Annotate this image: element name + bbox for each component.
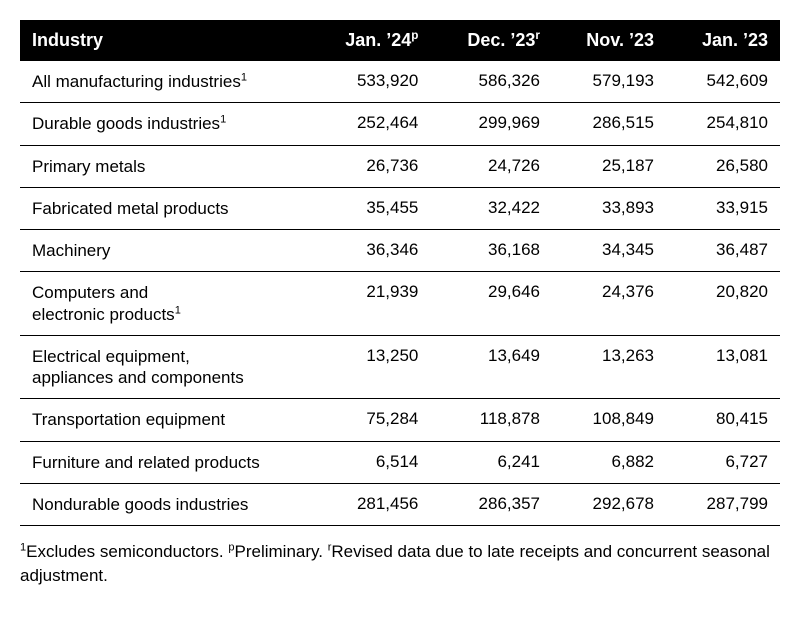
cell-value: 13,263 xyxy=(552,335,666,399)
cell-value: 13,649 xyxy=(430,335,552,399)
table-row: Primary metals26,73624,72625,18726,580 xyxy=(20,145,780,187)
col-header: Jan. ’23 xyxy=(666,20,780,61)
footnote: 1Excludes semiconductors. pPreliminary. … xyxy=(20,540,780,588)
cell-value: 6,727 xyxy=(666,441,780,483)
row-label: All manufacturing industries1 xyxy=(20,61,309,103)
table-row: Nondurable goods industries281,456286,35… xyxy=(20,483,780,525)
cell-value: 36,346 xyxy=(309,230,431,272)
cell-value: 286,357 xyxy=(430,483,552,525)
row-label: Durable goods industries1 xyxy=(20,103,309,145)
manufacturing-industries-table: IndustryJan. ’24pDec. ’23rNov. ’23Jan. ’… xyxy=(20,20,780,526)
cell-value: 13,250 xyxy=(309,335,431,399)
row-label: Machinery xyxy=(20,230,309,272)
cell-value: 6,241 xyxy=(430,441,552,483)
cell-value: 35,455 xyxy=(309,187,431,229)
row-label: Transportation equipment xyxy=(20,399,309,441)
cell-value: 26,736 xyxy=(309,145,431,187)
table-row: Transportation equipment75,284118,878108… xyxy=(20,399,780,441)
row-label: Nondurable goods industries xyxy=(20,483,309,525)
cell-value: 6,514 xyxy=(309,441,431,483)
cell-value: 75,284 xyxy=(309,399,431,441)
cell-value: 36,168 xyxy=(430,230,552,272)
table-row: Machinery36,34636,16834,34536,487 xyxy=(20,230,780,272)
cell-value: 287,799 xyxy=(666,483,780,525)
cell-value: 24,726 xyxy=(430,145,552,187)
col-header: Dec. ’23r xyxy=(430,20,552,61)
cell-value: 533,920 xyxy=(309,61,431,103)
table-row: Electrical equipment,appliances and comp… xyxy=(20,335,780,399)
row-label: Primary metals xyxy=(20,145,309,187)
row-label: Electrical equipment,appliances and comp… xyxy=(20,335,309,399)
cell-value: 13,081 xyxy=(666,335,780,399)
row-label: Computers andelectronic products1 xyxy=(20,272,309,336)
col-header: Jan. ’24p xyxy=(309,20,431,61)
cell-value: 6,882 xyxy=(552,441,666,483)
cell-value: 118,878 xyxy=(430,399,552,441)
cell-value: 25,187 xyxy=(552,145,666,187)
cell-value: 108,849 xyxy=(552,399,666,441)
cell-value: 254,810 xyxy=(666,103,780,145)
cell-value: 299,969 xyxy=(430,103,552,145)
cell-value: 286,515 xyxy=(552,103,666,145)
table-row: All manufacturing industries1533,920586,… xyxy=(20,61,780,103)
cell-value: 20,820 xyxy=(666,272,780,336)
row-label: Fabricated metal products xyxy=(20,187,309,229)
cell-value: 32,422 xyxy=(430,187,552,229)
table-header: IndustryJan. ’24pDec. ’23rNov. ’23Jan. ’… xyxy=(20,20,780,61)
cell-value: 29,646 xyxy=(430,272,552,336)
cell-value: 281,456 xyxy=(309,483,431,525)
table-body: All manufacturing industries1533,920586,… xyxy=(20,61,780,526)
table-row: Fabricated metal products35,45532,42233,… xyxy=(20,187,780,229)
cell-value: 542,609 xyxy=(666,61,780,103)
cell-value: 34,345 xyxy=(552,230,666,272)
col-header: Nov. ’23 xyxy=(552,20,666,61)
cell-value: 579,193 xyxy=(552,61,666,103)
cell-value: 252,464 xyxy=(309,103,431,145)
cell-value: 33,915 xyxy=(666,187,780,229)
cell-value: 26,580 xyxy=(666,145,780,187)
table-row: Computers andelectronic products121,9392… xyxy=(20,272,780,336)
table-row: Furniture and related products6,5146,241… xyxy=(20,441,780,483)
header-row: IndustryJan. ’24pDec. ’23rNov. ’23Jan. ’… xyxy=(20,20,780,61)
cell-value: 33,893 xyxy=(552,187,666,229)
cell-value: 80,415 xyxy=(666,399,780,441)
table-row: Durable goods industries1252,464299,9692… xyxy=(20,103,780,145)
row-label: Furniture and related products xyxy=(20,441,309,483)
cell-value: 292,678 xyxy=(552,483,666,525)
cell-value: 586,326 xyxy=(430,61,552,103)
cell-value: 36,487 xyxy=(666,230,780,272)
col-header: Industry xyxy=(20,20,309,61)
cell-value: 24,376 xyxy=(552,272,666,336)
cell-value: 21,939 xyxy=(309,272,431,336)
